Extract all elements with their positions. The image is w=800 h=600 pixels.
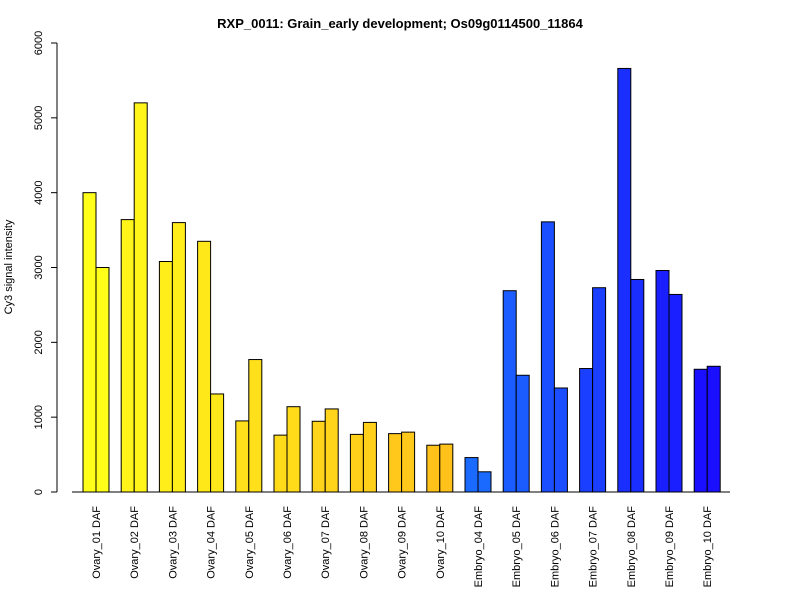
x-tick-label: Embryo_06 DAF — [549, 506, 561, 588]
bar — [693, 368, 708, 493]
bar — [706, 365, 721, 493]
bar — [286, 406, 301, 493]
x-tick-label: Embryo_05 DAF — [511, 506, 523, 588]
bar — [349, 433, 364, 493]
bar — [311, 420, 326, 493]
y-tick-label: 6000 — [33, 31, 45, 55]
bar — [133, 102, 148, 493]
bar — [197, 240, 212, 493]
bar — [324, 408, 339, 493]
y-tick-label: 4000 — [33, 180, 45, 204]
x-tick-label: Embryo_10 DAF — [702, 506, 714, 588]
bar — [502, 290, 517, 493]
y-tick-label: 5000 — [33, 106, 45, 130]
x-tick-label: Embryo_07 DAF — [588, 506, 600, 588]
bar — [540, 221, 555, 493]
bar — [171, 222, 186, 493]
bar — [477, 471, 492, 493]
bar — [439, 443, 454, 493]
bar — [655, 269, 670, 493]
y-tick-label: 2000 — [33, 330, 45, 354]
bar — [362, 421, 377, 493]
x-tick-label: Ovary_01 DAF — [91, 506, 103, 579]
x-tick-label: Ovary_04 DAF — [206, 506, 218, 579]
y-tick-label: 1000 — [33, 405, 45, 429]
x-tick-label: Ovary_06 DAF — [282, 506, 294, 579]
bar — [515, 374, 530, 493]
chart-title: RXP_0011: Grain_early development; Os09g… — [217, 16, 583, 31]
bar — [82, 192, 97, 493]
x-tick-label: Embryo_04 DAF — [473, 506, 485, 588]
bar — [617, 67, 632, 493]
bar — [210, 393, 225, 493]
x-tick-label: Ovary_08 DAF — [358, 506, 370, 579]
y-tick-label: 0 — [33, 489, 45, 495]
bar — [388, 433, 403, 493]
x-tick-label: Embryo_08 DAF — [626, 506, 638, 588]
bar — [401, 431, 416, 493]
bar — [553, 387, 568, 493]
bar — [273, 434, 288, 493]
y-axis-label: Cy3 signal intensity — [3, 219, 15, 314]
bar — [630, 278, 645, 493]
bar — [426, 444, 441, 493]
x-axis-labels: Ovary_01 DAF Ovary_02 DAF Ovary_03 DAF Ovar… — [91, 506, 714, 588]
bar — [464, 457, 479, 493]
y-tick-label: 3000 — [33, 255, 45, 279]
x-tick-label: Embryo_09 DAF — [664, 506, 676, 588]
x-tick-label: Ovary_05 DAF — [244, 506, 256, 579]
bar — [235, 420, 250, 493]
bar — [668, 293, 683, 493]
bar — [248, 359, 263, 493]
bar — [120, 219, 135, 493]
x-tick-label: Ovary_10 DAF — [435, 506, 447, 579]
y-axis: 0 1000 2000 3000 4000 5000 6000 — [33, 31, 58, 495]
bar — [95, 267, 110, 493]
bar — [579, 368, 594, 493]
bars-group — [82, 67, 721, 493]
bar — [158, 261, 173, 493]
x-tick-label: Ovary_03 DAF — [167, 506, 179, 579]
bar — [592, 287, 607, 493]
x-tick-label: Ovary_07 DAF — [320, 506, 332, 579]
x-tick-label: Ovary_02 DAF — [129, 506, 141, 579]
x-tick-label: Ovary_09 DAF — [397, 506, 409, 579]
